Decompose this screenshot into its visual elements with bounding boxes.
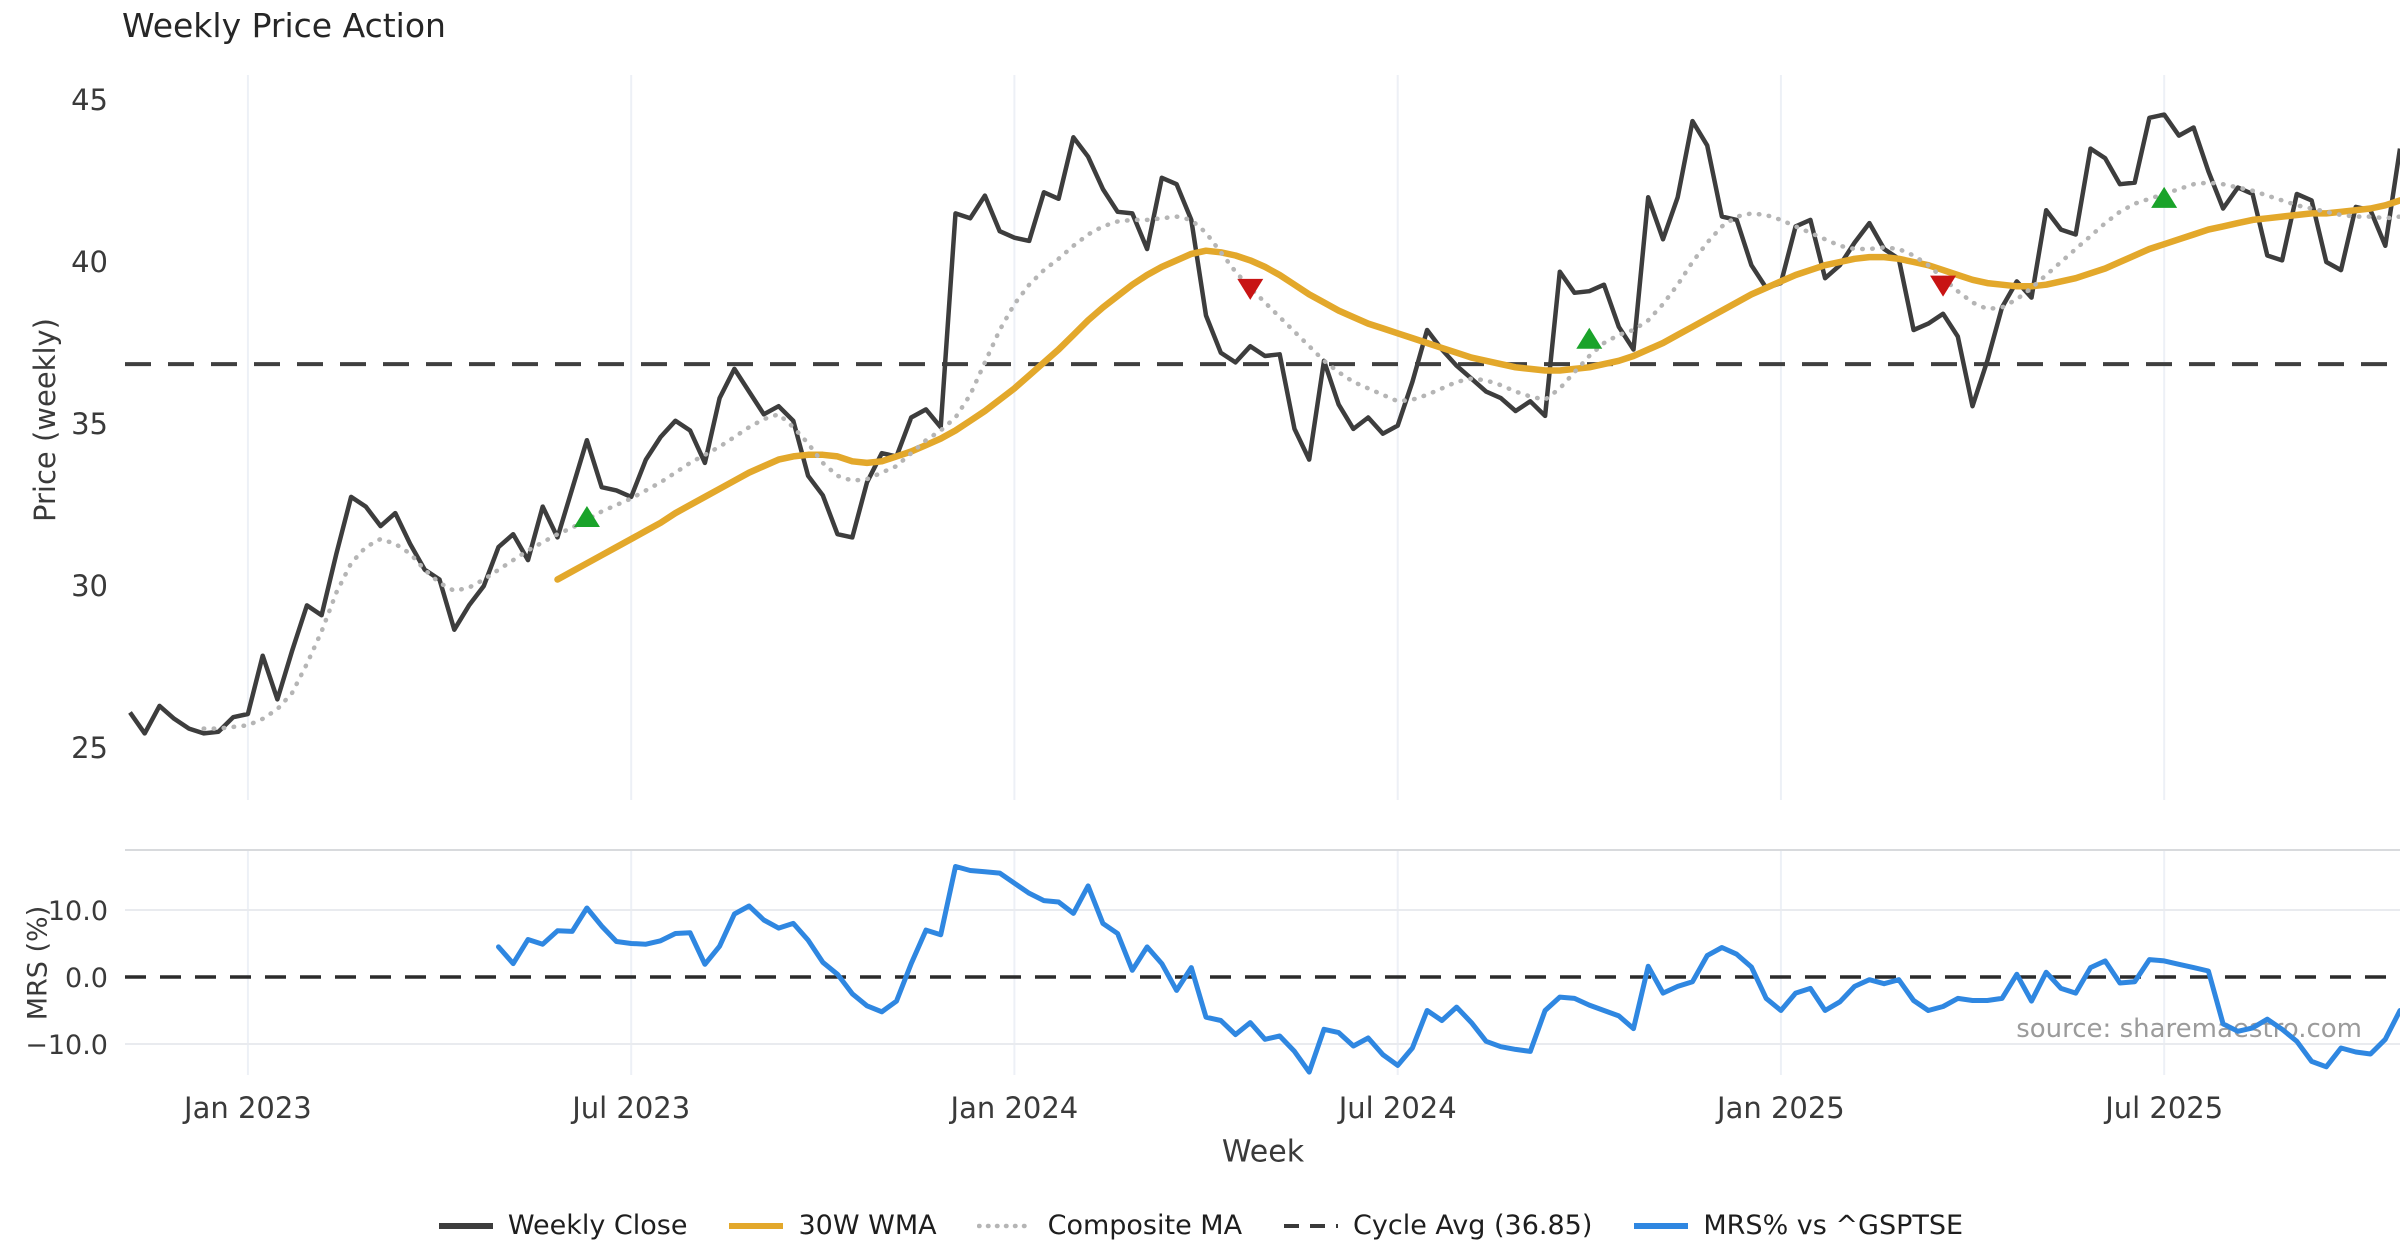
chart-title: Weekly Price Action [122, 6, 446, 45]
legend-swatch-solid [1634, 1222, 1689, 1229]
price-axis-title: Price (weekly) [28, 317, 62, 523]
price-tick-label: 45 [71, 83, 108, 117]
price-tick-label: 35 [71, 407, 108, 441]
legend-swatch-dotted [976, 1223, 1035, 1228]
legend-swatch-solid [729, 1222, 784, 1229]
legend-label: Cycle Avg (36.85) [1353, 1210, 1593, 1241]
legend-swatch-dashed [1284, 1223, 1339, 1228]
legend-item: MRS% vs ^GSPTSE [1632, 1210, 1963, 1241]
wma-line [554, 197, 2400, 583]
price-tick-label: 40 [71, 245, 108, 279]
legend-label: Weekly Close [507, 1210, 688, 1241]
price-tick-label: 25 [71, 731, 108, 765]
legend-swatch-solid [438, 1222, 493, 1229]
x-axis-title: Week [1221, 1134, 1305, 1170]
buy-signal-marker [1576, 327, 1603, 349]
mrs-line [496, 864, 2400, 1075]
x-tick-label: Jul 2024 [1337, 1091, 1457, 1125]
price-tick-label: 30 [71, 569, 108, 603]
sell-signal-marker [1930, 275, 1957, 297]
legend-item: Weekly Close [437, 1210, 688, 1241]
source-note: source: sharemaestro.com [2016, 1014, 2362, 1044]
weekly-close-line [128, 112, 2400, 736]
x-tick-label: Jan 2024 [949, 1091, 1079, 1125]
legend-label: Composite MA [1047, 1210, 1243, 1241]
x-tick-label: Jan 2025 [1715, 1091, 1845, 1125]
mrs-tick-label: 0.0 [65, 963, 108, 994]
x-tick-label: Jul 2023 [570, 1091, 690, 1125]
x-tick-label: Jan 2023 [182, 1091, 312, 1125]
x-tick-label: Jul 2025 [2103, 1091, 2223, 1125]
mrs-axis-title: MRS (%) [22, 905, 54, 1021]
mrs-tick-label: −10.0 [25, 1030, 108, 1061]
composite-ma-line [201, 180, 2400, 731]
legend-item: Composite MA [976, 1210, 1243, 1241]
legend: Weekly Close 30W WMA Composite MA Cycle Avg… [0, 1210, 2400, 1241]
legend-item: 30W WMA [727, 1210, 937, 1241]
sell-signal-marker [1237, 278, 1264, 300]
mrs-tick-label: 10.0 [48, 896, 108, 927]
legend-item: Cycle Avg (36.85) [1282, 1210, 1592, 1241]
buy-signal-marker [573, 505, 600, 527]
legend-label: MRS% vs ^GSPTSE [1703, 1210, 1964, 1241]
buy-signal-marker [2151, 186, 2178, 208]
legend-label: 30W WMA [798, 1210, 937, 1241]
